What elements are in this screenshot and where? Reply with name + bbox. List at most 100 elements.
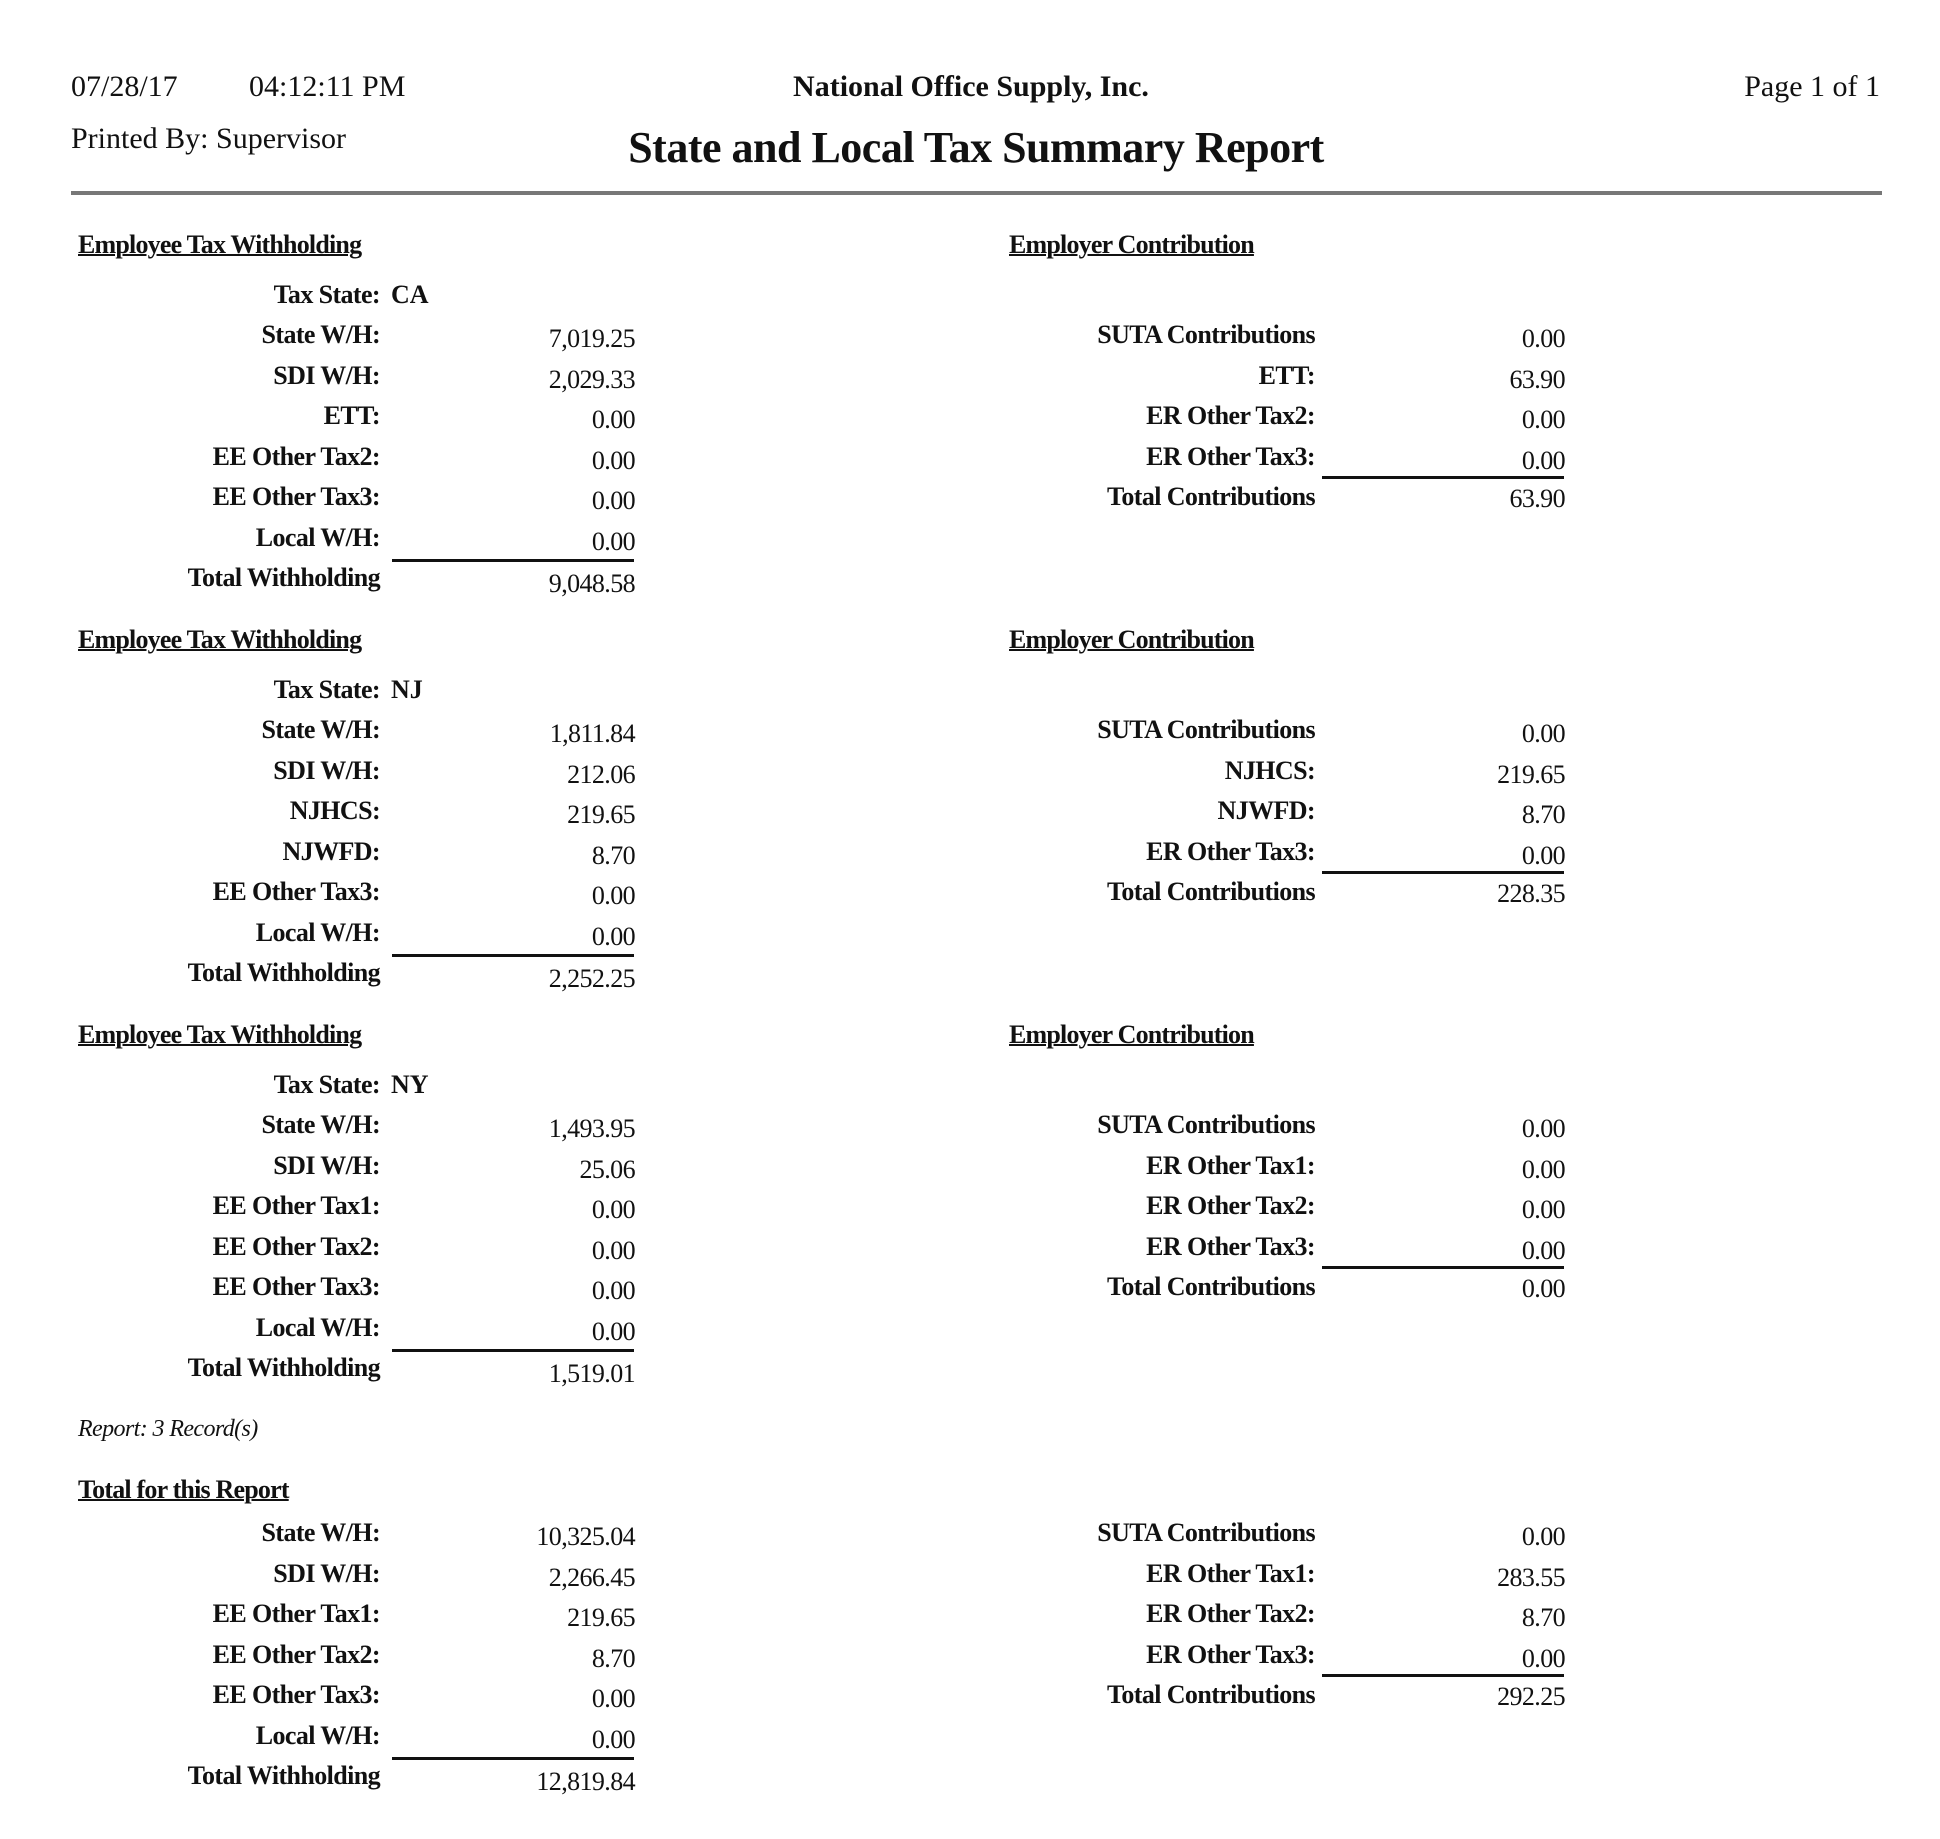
contribution-label: ER Other Tax3: xyxy=(1146,441,1315,471)
withholding-label: EE Other Tax2: xyxy=(212,1231,381,1261)
withholding-value: 25.06 xyxy=(579,1154,635,1184)
withholding-label: EE Other Tax3: xyxy=(212,482,381,511)
withholding-value: 2,266.45 xyxy=(548,1562,636,1592)
total-withholding-label: Total Withholding xyxy=(187,1761,381,1790)
withholding-value: 0.00 xyxy=(591,1316,636,1346)
total-contributions-value: 292.25 xyxy=(1497,1682,1566,1711)
header-divider xyxy=(71,191,1882,195)
employer-contribution-heading: Employer Contribution xyxy=(1009,230,1255,259)
employer-contribution-heading: Employer Contribution xyxy=(1009,625,1255,654)
contribution-label: NJHCS: xyxy=(1224,755,1316,785)
withholding-value: 0.00 xyxy=(591,921,636,951)
printed-by: Printed By: Supervisor xyxy=(71,122,346,155)
withholding-value: 1,493.95 xyxy=(548,1114,636,1143)
tax-state-value: NY xyxy=(391,1069,429,1099)
total-contributions-value: 63.90 xyxy=(1509,484,1565,513)
contribution-value: 0.00 xyxy=(1521,1154,1566,1184)
total-underline xyxy=(392,559,634,562)
contribution-label: SUTA Contributions xyxy=(1097,715,1315,744)
total-withholding-label: Total Withholding xyxy=(187,958,381,987)
contribution-label: ER Other Tax3: xyxy=(1146,1639,1315,1669)
withholding-label: Local W/H: xyxy=(255,1312,381,1342)
contribution-value: 63.90 xyxy=(1509,364,1565,394)
withholding-value: 219.65 xyxy=(567,800,636,829)
withholding-value: 8.70 xyxy=(591,1643,636,1673)
withholding-label: EE Other Tax2: xyxy=(212,441,381,471)
withholding-label: SDI W/H: xyxy=(273,1150,380,1180)
total-underline xyxy=(392,954,634,957)
contribution-label: ER Other Tax1: xyxy=(1146,1558,1315,1588)
total-underline xyxy=(1322,871,1564,874)
contribution-value: 0.00 xyxy=(1521,1114,1566,1143)
contribution-value: 0.00 xyxy=(1521,405,1566,434)
withholding-value: 1,811.84 xyxy=(549,719,636,748)
withholding-value: 0.00 xyxy=(591,445,636,475)
withholding-value: 0.00 xyxy=(591,1724,636,1754)
withholding-label: NJWFD: xyxy=(282,836,381,866)
withholding-value: 2,029.33 xyxy=(548,364,636,394)
total-contributions-value: 0.00 xyxy=(1521,1274,1566,1303)
report-total-heading: Total for this Report xyxy=(78,1475,290,1504)
withholding-value: 10,325.04 xyxy=(536,1522,635,1551)
contribution-label: ER Other Tax2: xyxy=(1146,1191,1315,1220)
contribution-label: SUTA Contributions xyxy=(1097,320,1315,349)
withholding-label: EE Other Tax1: xyxy=(212,1599,381,1628)
contribution-value: 0.00 xyxy=(1521,1235,1566,1265)
withholding-value: 0.00 xyxy=(591,526,636,556)
withholding-value: 0.00 xyxy=(591,405,636,434)
contribution-label: SUTA Contributions xyxy=(1097,1110,1315,1139)
withholding-label: Local W/H: xyxy=(255,1720,381,1750)
contribution-value: 0.00 xyxy=(1521,1195,1566,1224)
contribution-label: ER Other Tax2: xyxy=(1146,401,1315,430)
total-withholding-value: 12,819.84 xyxy=(536,1767,635,1796)
contribution-value: 0.00 xyxy=(1521,1522,1566,1551)
withholding-label: EE Other Tax1: xyxy=(212,1191,381,1220)
contribution-value: 0.00 xyxy=(1521,719,1566,748)
total-contributions-label: Total Contributions xyxy=(1107,482,1316,511)
tax-state-value: CA xyxy=(391,279,429,309)
report-title: State and Local Tax Summary Report xyxy=(628,123,1324,172)
withholding-value: 7,019.25 xyxy=(548,324,636,353)
contribution-value: 0.00 xyxy=(1521,324,1566,353)
contribution-value: 0.00 xyxy=(1521,445,1566,475)
contribution-value: 219.65 xyxy=(1497,759,1566,789)
contribution-value: 8.70 xyxy=(1521,800,1566,829)
contribution-value: 0.00 xyxy=(1521,840,1566,870)
employee-withholding-heading: Employee Tax Withholding xyxy=(78,230,362,259)
withholding-label: Local W/H: xyxy=(255,522,381,552)
total-withholding-label: Total Withholding xyxy=(187,563,381,592)
withholding-value: 219.65 xyxy=(567,1603,636,1632)
total-withholding-label: Total Withholding xyxy=(187,1353,381,1382)
withholding-value: 0.00 xyxy=(591,881,636,910)
contribution-label: SUTA Contributions xyxy=(1097,1518,1315,1547)
contribution-label: ER Other Tax2: xyxy=(1146,1599,1315,1628)
total-underline xyxy=(1322,1674,1564,1677)
total-contributions-label: Total Contributions xyxy=(1107,1272,1316,1301)
total-contributions-label: Total Contributions xyxy=(1107,1680,1316,1709)
employee-withholding-heading: Employee Tax Withholding xyxy=(78,1020,362,1049)
total-withholding-value: 2,252.25 xyxy=(548,964,636,993)
record-count: Report: 3 Record(s) xyxy=(78,1416,258,1442)
print-time: 04:12:11 PM xyxy=(249,70,406,103)
total-withholding-value: 1,519.01 xyxy=(548,1359,636,1388)
total-withholding-value: 9,048.58 xyxy=(548,569,636,598)
withholding-value: 0.00 xyxy=(591,1195,636,1224)
contribution-label: ER Other Tax3: xyxy=(1146,836,1315,866)
withholding-label: SDI W/H: xyxy=(273,360,380,390)
withholding-value: 0.00 xyxy=(591,1235,636,1265)
withholding-label: State W/H: xyxy=(261,1518,381,1547)
withholding-label: State W/H: xyxy=(261,1110,381,1139)
withholding-label: State W/H: xyxy=(261,320,381,349)
contribution-label: NJWFD: xyxy=(1217,796,1316,825)
contribution-label: ETT: xyxy=(1258,360,1316,390)
contribution-value: 283.55 xyxy=(1497,1562,1566,1592)
page-number: Page 1 of 1 xyxy=(1744,70,1880,103)
total-contributions-value: 228.35 xyxy=(1497,879,1566,908)
withholding-label: SDI W/H: xyxy=(273,755,380,785)
tax-state-label: Tax State: xyxy=(273,279,381,309)
withholding-label: EE Other Tax3: xyxy=(212,1680,381,1709)
withholding-label: EE Other Tax3: xyxy=(212,877,381,906)
print-date: 07/28/17 xyxy=(71,70,178,103)
withholding-label: Local W/H: xyxy=(255,917,381,947)
contribution-label: ER Other Tax1: xyxy=(1146,1150,1315,1180)
